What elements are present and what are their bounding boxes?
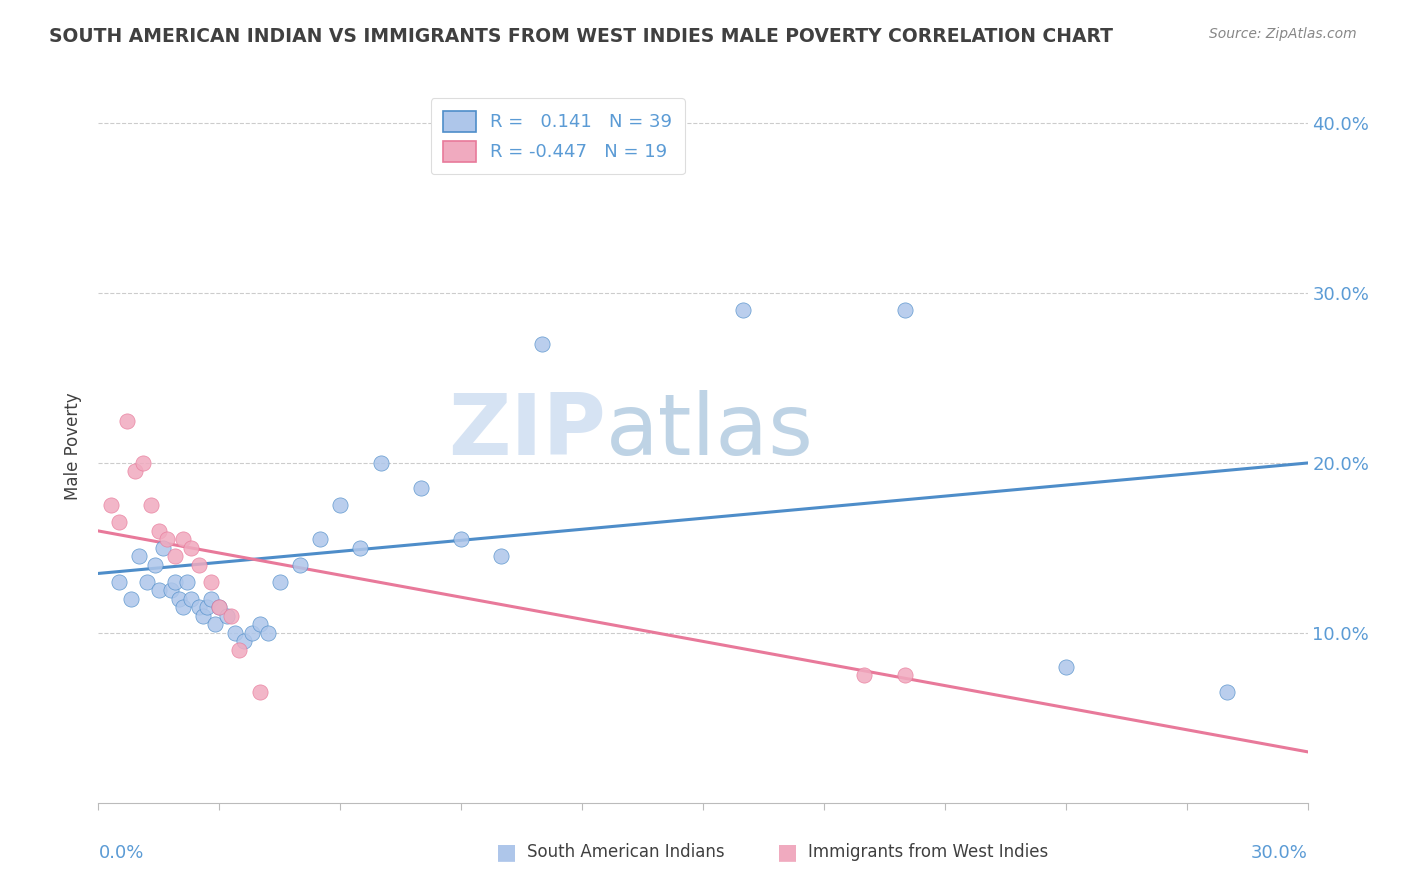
Text: Immigrants from West Indies: Immigrants from West Indies [808,843,1049,861]
Point [217,608,239,623]
Point [208,600,231,615]
Point [120,591,142,606]
Point [224,626,246,640]
Point [176,574,198,589]
Point [193,608,215,623]
Point [167,591,190,606]
Point [309,533,332,547]
Point [853,668,876,682]
Text: 0.0%: 0.0% [98,845,143,863]
Point [893,668,915,682]
Legend: R =   0.141   N = 39, R = -0.447   N = 19: R = 0.141 N = 39, R = -0.447 N = 19 [430,98,685,174]
Point [172,533,194,547]
Point [152,541,174,555]
Point [200,591,222,606]
Point [128,549,150,564]
Point [180,591,202,606]
Point [893,303,915,318]
Point [148,524,170,538]
Text: ZIP: ZIP [449,390,606,474]
Point [188,558,211,572]
Point [163,549,186,564]
Point [256,626,278,640]
Point [240,626,263,640]
Point [530,337,553,351]
Point [135,574,157,589]
Point [115,413,138,427]
Point [195,600,218,615]
Point [491,549,513,564]
Point [249,685,271,699]
Y-axis label: Male Poverty: Male Poverty [65,392,83,500]
Point [107,516,129,530]
Point [200,574,222,589]
Text: Source: ZipAtlas.com: Source: ZipAtlas.com [1209,27,1357,41]
Text: SOUTH AMERICAN INDIAN VS IMMIGRANTS FROM WEST INDIES MALE POVERTY CORRELATION CH: SOUTH AMERICAN INDIAN VS IMMIGRANTS FROM… [49,27,1114,45]
Point [409,482,432,496]
Point [139,499,162,513]
Point [269,574,291,589]
Point [107,574,129,589]
Point [329,499,352,513]
Point [188,600,211,615]
Point [148,583,170,598]
Text: atlas: atlas [606,390,814,474]
Point [204,617,226,632]
Point [232,634,254,648]
Point [143,558,166,572]
Point [221,608,243,623]
Point [228,643,250,657]
Point [156,533,179,547]
Text: South American Indians: South American Indians [527,843,725,861]
Point [180,541,202,555]
Point [208,600,231,615]
Point [370,456,392,470]
Point [160,583,183,598]
Point [1216,685,1239,699]
Text: ■: ■ [496,842,516,862]
Text: 30.0%: 30.0% [1251,845,1308,863]
Point [349,541,371,555]
Point [100,499,122,513]
Point [733,303,755,318]
Point [249,617,271,632]
Point [450,533,472,547]
Point [172,600,194,615]
Point [163,574,186,589]
Point [1054,660,1077,674]
Point [288,558,311,572]
Point [132,456,155,470]
Point [124,465,146,479]
Text: ■: ■ [778,842,797,862]
